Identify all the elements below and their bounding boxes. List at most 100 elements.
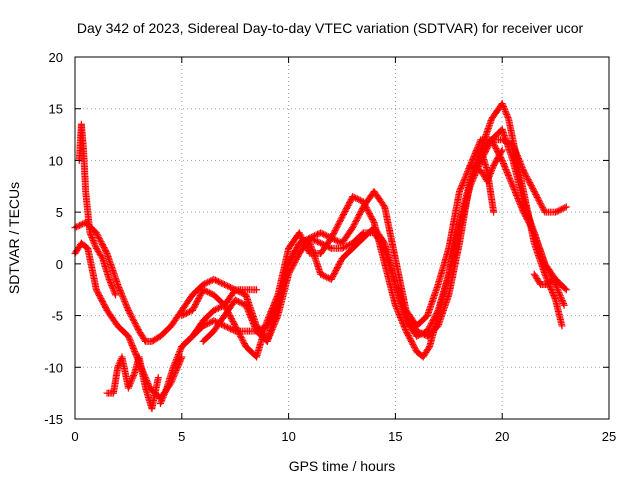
interpolated-markers — [190, 318, 206, 339]
interpolated-markers — [189, 287, 206, 313]
x-tick-label: 25 — [602, 429, 616, 444]
data-point — [349, 193, 357, 201]
interpolated-markers — [350, 193, 366, 205]
interpolated-markers — [371, 225, 388, 246]
interpolated-markers — [285, 251, 302, 277]
data-point — [210, 317, 218, 325]
x-tick-label: 15 — [388, 429, 402, 444]
interpolated-markers — [392, 256, 410, 313]
interpolated-markers — [179, 292, 195, 313]
data-point — [112, 291, 120, 299]
interpolated-markers — [456, 184, 474, 230]
interpolated-markers — [104, 308, 121, 328]
data-point — [221, 322, 229, 330]
interpolated-markers — [318, 271, 334, 283]
interpolated-markers — [79, 240, 90, 251]
interpolated-markers — [445, 241, 463, 297]
interpolated-markers — [115, 323, 131, 339]
interpolated-markers — [148, 375, 162, 411]
data-point — [263, 317, 271, 325]
data-point — [231, 296, 239, 304]
data-point — [327, 275, 335, 283]
x-tick-label: 5 — [178, 429, 185, 444]
interpolated-markers — [135, 355, 149, 390]
interpolated-markers — [350, 230, 366, 246]
interpolated-markers — [339, 225, 356, 246]
interpolated-markers — [531, 272, 544, 287]
interpolated-markers — [93, 246, 106, 261]
interpolated-markers — [420, 344, 433, 359]
interpolated-markers — [505, 117, 519, 152]
data-point — [317, 239, 325, 247]
interpolated-markers — [114, 282, 132, 313]
interpolated-markers — [211, 313, 227, 334]
interpolated-markers — [371, 189, 388, 210]
data-point — [242, 301, 250, 309]
interpolated-markers — [467, 158, 484, 189]
series-track-7 — [178, 146, 506, 345]
data-point — [92, 229, 100, 237]
data-point — [231, 322, 239, 330]
interpolated-markers — [511, 148, 527, 194]
interpolated-markers — [414, 313, 430, 329]
interpolated-markers — [125, 308, 142, 334]
data-point — [210, 275, 218, 283]
data-point — [488, 136, 496, 144]
interpolated-markers — [93, 287, 110, 313]
data-point — [520, 208, 528, 216]
interpolated-markers — [200, 328, 217, 344]
interpolated-markers — [200, 308, 217, 324]
interpolated-markers — [509, 158, 527, 204]
interpolated-markers — [136, 329, 149, 344]
interpolated-markers — [84, 246, 100, 292]
interpolated-markers — [488, 137, 505, 163]
data-point — [154, 374, 162, 382]
interpolated-markers — [285, 241, 302, 266]
y-tick-label: -10 — [44, 360, 63, 375]
interpolated-markers — [553, 277, 569, 293]
interpolated-markers — [531, 230, 548, 266]
series-track-9 — [466, 136, 570, 294]
x-tick-label: 0 — [71, 429, 78, 444]
interpolated-markers — [233, 297, 248, 308]
x-tick-label: 10 — [281, 429, 295, 444]
data-point — [295, 229, 303, 237]
interpolated-markers — [222, 287, 238, 308]
interpolated-markers — [350, 235, 366, 251]
y-tick-label: -5 — [51, 309, 63, 324]
interpolated-markers — [339, 194, 356, 220]
data-point — [317, 270, 325, 278]
data-point — [552, 208, 560, 216]
interpolated-markers — [403, 308, 420, 328]
interpolated-markers — [520, 168, 537, 194]
data-point — [413, 332, 421, 340]
data-point — [423, 327, 431, 335]
interpolated-markers — [349, 204, 367, 230]
interpolated-markers — [168, 308, 185, 328]
data-point — [199, 286, 207, 294]
chart-title: Day 342 of 2023, Sidereal Day-to-day VTE… — [77, 20, 584, 36]
data-point — [562, 203, 570, 211]
interpolated-markers — [499, 158, 516, 189]
interpolated-markers — [456, 163, 473, 194]
data-point — [210, 306, 218, 314]
interpolated-markers — [426, 313, 442, 349]
series-track-10 — [477, 146, 498, 216]
interpolated-markers — [392, 303, 409, 334]
interpolated-markers — [106, 277, 119, 297]
data-point — [178, 312, 186, 320]
data-point — [317, 229, 325, 237]
y-tick-label: 0 — [56, 257, 63, 272]
interpolated-markers — [552, 282, 567, 308]
interpolated-markers — [80, 148, 90, 194]
interpolated-markers — [99, 256, 113, 282]
interpolated-markers — [424, 282, 442, 318]
interpolated-markers — [552, 298, 566, 328]
interpolated-markers — [243, 303, 260, 334]
y-tick-label: -15 — [44, 412, 63, 427]
data-point — [253, 286, 261, 294]
interpolated-markers — [499, 101, 512, 121]
interpolated-markers — [467, 137, 484, 168]
series-track-3 — [75, 120, 120, 299]
data-point — [92, 286, 100, 294]
